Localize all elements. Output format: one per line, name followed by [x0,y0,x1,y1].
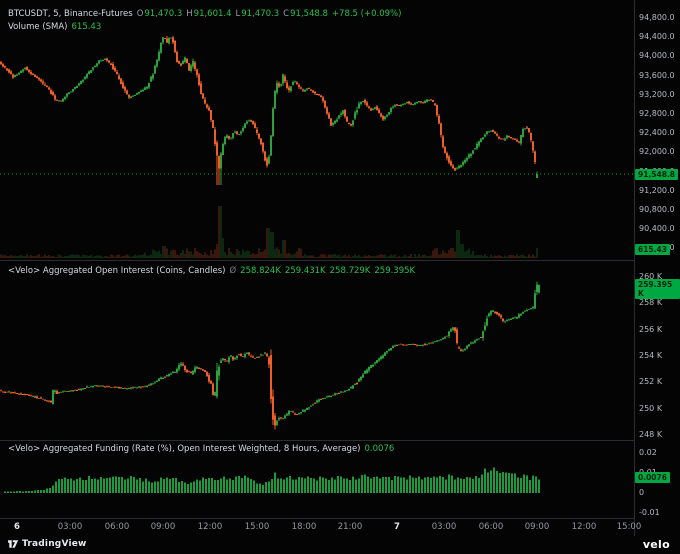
oi-open-value: 258.824K [240,266,281,276]
price-tick-label: 90,400.0 [639,224,675,234]
chart-canvas[interactable] [0,0,634,518]
volume-legend: Volume (SMA) 615.43 [8,22,101,32]
velo-logo: velo [642,538,670,551]
oi-tick-label: 260 K [639,272,663,281]
funding-value: 0.0076 [364,444,395,454]
time-tick-label: 09:00 [150,522,176,532]
price-tick-label: 94,000.0 [639,51,675,61]
pane-separator-1[interactable] [0,260,634,261]
time-axis-separator [0,518,634,519]
oi-tick-label: 258 K [639,298,663,308]
oi-close-value: 259.395K [374,266,416,276]
price-tick-label: 91,200.0 [639,185,675,195]
close-key: C [283,9,290,19]
time-tick-label: 18:00 [291,522,317,532]
oi-indicator-title[interactable]: <Velo> Aggregated Open Interest (Coins, … [8,266,226,276]
change-value: +78.5 (+0.09%) [331,9,402,19]
tradingview-label: TradingView [22,539,87,549]
time-tick-label: 03:00 [57,522,83,532]
time-tick-label: 09:00 [524,522,550,532]
pane-separator-2[interactable] [0,440,634,441]
volume-indicator-title[interactable]: Volume (SMA) [8,22,68,32]
funding-indicator-title[interactable]: <Velo> Aggregated Funding (Rate (%), Ope… [8,444,361,454]
price-tick-label: 94,400.0 [639,32,675,42]
oi-tick-label: 254 K [639,351,663,361]
time-tick-label: 12:00 [571,522,597,532]
last-price-badge: 91,548.8 [635,168,679,180]
funding-tick-label: 0 [639,488,645,497]
funding-tick-label: 0.02 [639,448,657,457]
oi-legend: <Velo> Aggregated Open Interest (Coins, … [8,266,415,276]
oi-high-value: 259.431K [284,266,326,276]
price-scale-separator [634,0,635,536]
funding-badge: 0.0076 [635,472,670,484]
open-key: O [136,9,144,19]
volume-badge: 615.43 [635,244,670,255]
low-key: L [235,9,241,19]
time-day-label: 7 [394,522,400,532]
oi-tick-label: 252 K [639,377,663,387]
volume-value: 615.43 [71,22,102,32]
oi-badge: 259.395 K [635,279,680,300]
price-tick-label: 92,800.0 [639,109,675,118]
time-tick-label: 06:00 [104,522,130,532]
oi-tick-label: 248 K [639,430,663,440]
price-tick-label: 93,200.0 [639,89,675,99]
time-tick-label: 06:00 [478,522,504,532]
time-day-label: 6 [14,522,20,532]
oi-tick-label: 250 K [639,403,663,413]
price-tick-label: 92,400.0 [639,128,675,138]
high-value: 91,601.4 [193,9,232,19]
close-value: 91,548.8 [290,9,328,19]
open-value: 91,470.3 [144,9,183,19]
footer: TradingView velo [0,536,680,554]
price-tick-label: 90,800.0 [639,205,675,214]
price-tick-label: 93,600.0 [639,70,675,80]
low-value: 91,470.3 [241,9,280,19]
funding-legend: <Velo> Aggregated Funding (Rate (%), Ope… [8,444,394,454]
oi-tick-label: 256 K [639,324,663,334]
time-tick-label: 15:00 [244,522,270,532]
time-scale[interactable]: 6 03:00 06:00 09:00 12:00 15:00 18:00 21:00 7 03:… [0,518,641,536]
symbol-title[interactable]: BTCUSDT, 5, Binance-Futures [8,9,133,19]
oi-avg-symbol: Ø [229,266,237,276]
time-tick-label: 12:00 [197,522,223,532]
price-tick-label: 92,000.0 [639,147,675,157]
tradingview-mark-icon [8,540,19,548]
oi-low-value: 258.729K [329,266,371,276]
time-tick-label: 21:00 [337,522,363,532]
funding-tick-label: -0.01 [639,508,660,517]
price-tick-label: 94,800.0 [639,13,675,22]
high-key: H [186,9,193,19]
tradingview-logo[interactable]: TradingView [8,539,87,549]
time-tick-label: 03:00 [431,522,457,532]
time-tick-label: 15:00 [616,522,642,532]
